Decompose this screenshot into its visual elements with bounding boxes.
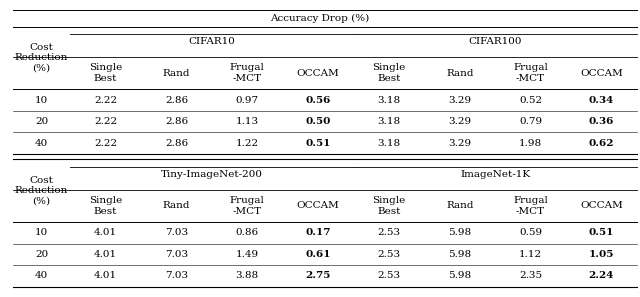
Text: OCCAM: OCCAM — [297, 69, 339, 78]
Text: Cost
Reduction
(%): Cost Reduction (%) — [15, 43, 68, 73]
Text: 0.50: 0.50 — [305, 117, 331, 126]
Text: 0.59: 0.59 — [519, 228, 542, 238]
Text: 3.29: 3.29 — [448, 96, 471, 105]
Text: 2.75: 2.75 — [305, 271, 331, 280]
Text: 40: 40 — [35, 138, 48, 148]
Text: 0.51: 0.51 — [305, 138, 331, 148]
Text: 3.18: 3.18 — [378, 117, 401, 126]
Text: 0.97: 0.97 — [236, 96, 259, 105]
Text: 2.35: 2.35 — [519, 271, 542, 280]
Text: 0.62: 0.62 — [589, 138, 614, 148]
Text: 1.13: 1.13 — [236, 117, 259, 126]
Text: 2.24: 2.24 — [589, 271, 614, 280]
Text: 0.86: 0.86 — [236, 228, 259, 238]
Text: 1.49: 1.49 — [236, 250, 259, 259]
Text: Single
Best: Single Best — [372, 63, 406, 83]
Text: 2.53: 2.53 — [378, 228, 401, 238]
Text: 3.29: 3.29 — [448, 138, 471, 148]
Text: 4.01: 4.01 — [94, 250, 117, 259]
Text: 20: 20 — [35, 117, 48, 126]
Text: Cost
Reduction
(%): Cost Reduction (%) — [15, 176, 68, 206]
Text: Frugal
-MCT: Frugal -MCT — [230, 196, 265, 216]
Text: 2.22: 2.22 — [94, 138, 117, 148]
Text: Single
Best: Single Best — [372, 196, 406, 216]
Text: 4.01: 4.01 — [94, 228, 117, 238]
Text: 5.98: 5.98 — [448, 228, 471, 238]
Text: Rand: Rand — [446, 201, 474, 210]
Text: 10: 10 — [35, 96, 48, 105]
Text: 2.86: 2.86 — [165, 138, 188, 148]
Text: 1.05: 1.05 — [589, 250, 614, 259]
Text: CIFAR100: CIFAR100 — [468, 37, 522, 46]
Text: Tiny-ImageNet-200: Tiny-ImageNet-200 — [161, 170, 263, 179]
Text: ImageNet-1K: ImageNet-1K — [460, 170, 530, 179]
Text: 3.18: 3.18 — [378, 96, 401, 105]
Text: 7.03: 7.03 — [165, 271, 188, 280]
Text: 0.56: 0.56 — [305, 96, 331, 105]
Text: Single
Best: Single Best — [89, 196, 122, 216]
Text: 40: 40 — [35, 271, 48, 280]
Text: 0.79: 0.79 — [519, 117, 542, 126]
Text: 0.17: 0.17 — [305, 228, 331, 238]
Text: 3.88: 3.88 — [236, 271, 259, 280]
Text: 0.52: 0.52 — [519, 96, 542, 105]
Text: 2.53: 2.53 — [378, 271, 401, 280]
Text: Rand: Rand — [163, 201, 190, 210]
Text: 7.03: 7.03 — [165, 228, 188, 238]
Text: Rand: Rand — [446, 69, 474, 78]
Text: 3.29: 3.29 — [448, 117, 471, 126]
Text: 20: 20 — [35, 250, 48, 259]
Text: 2.86: 2.86 — [165, 117, 188, 126]
Text: 7.03: 7.03 — [165, 250, 188, 259]
Text: Accuracy Drop (%): Accuracy Drop (%) — [270, 14, 370, 23]
Text: 3.18: 3.18 — [378, 138, 401, 148]
Text: OCCAM: OCCAM — [297, 201, 339, 210]
Text: Frugal
-MCT: Frugal -MCT — [513, 63, 548, 83]
Text: 0.51: 0.51 — [589, 228, 614, 238]
Text: 0.34: 0.34 — [589, 96, 614, 105]
Text: 1.22: 1.22 — [236, 138, 259, 148]
Text: Frugal
-MCT: Frugal -MCT — [230, 63, 265, 83]
Text: 5.98: 5.98 — [448, 271, 471, 280]
Text: 5.98: 5.98 — [448, 250, 471, 259]
Text: 2.22: 2.22 — [94, 96, 117, 105]
Text: 2.22: 2.22 — [94, 117, 117, 126]
Text: 2.53: 2.53 — [378, 250, 401, 259]
Text: Frugal
-MCT: Frugal -MCT — [513, 196, 548, 216]
Text: 10: 10 — [35, 228, 48, 238]
Text: OCCAM: OCCAM — [580, 201, 623, 210]
Text: OCCAM: OCCAM — [580, 69, 623, 78]
Text: 0.61: 0.61 — [305, 250, 331, 259]
Text: CIFAR10: CIFAR10 — [188, 37, 236, 46]
Text: 1.98: 1.98 — [519, 138, 542, 148]
Text: Single
Best: Single Best — [89, 63, 122, 83]
Text: 0.36: 0.36 — [589, 117, 614, 126]
Text: Rand: Rand — [163, 69, 190, 78]
Text: 4.01: 4.01 — [94, 271, 117, 280]
Text: 1.12: 1.12 — [519, 250, 542, 259]
Text: 2.86: 2.86 — [165, 96, 188, 105]
